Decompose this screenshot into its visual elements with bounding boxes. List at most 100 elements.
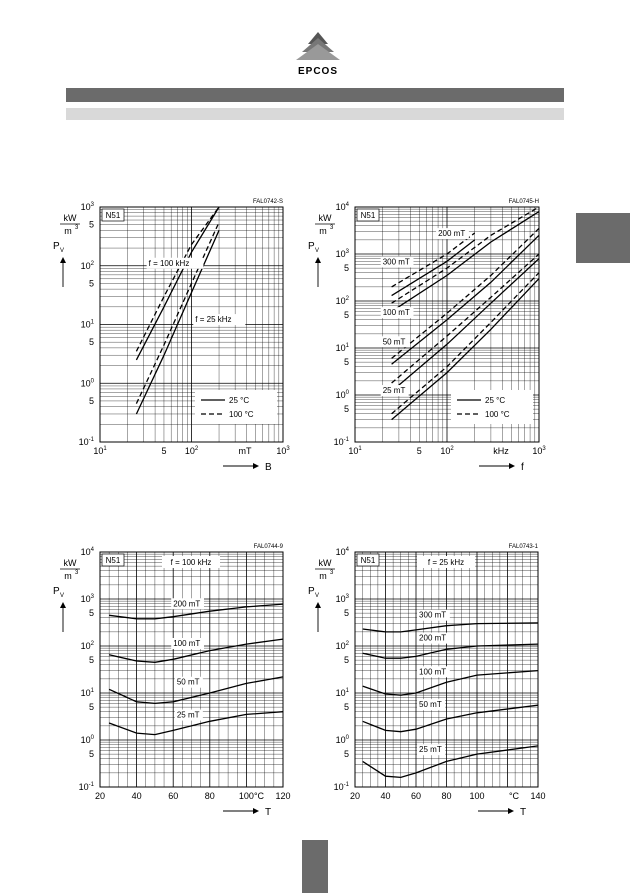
annotation-label: 25 mT: [177, 711, 200, 720]
x-symbol-label: B: [265, 462, 272, 473]
chart-pv-vs-t-25khz: 10-1 5 100 5 101 5 102 5 103 104 20 40 60 80 100 140 °CT…: [308, 544, 546, 818]
x-tick-label: 80: [441, 791, 451, 801]
epcos-logo-icon: [296, 32, 340, 60]
legend-label: 100 °C: [229, 410, 254, 419]
y-symbol-label: P: [53, 241, 60, 252]
x-symbol-label: T: [520, 807, 526, 818]
plot-frame: [99, 551, 284, 788]
annotation-label: 200 mT: [438, 229, 465, 238]
annotation-bg: [417, 632, 450, 644]
y-tick-label: 5: [344, 310, 349, 320]
series-line: [135, 206, 220, 352]
y-tick-label: 104: [336, 547, 350, 557]
y-tick-label: 10-1: [79, 437, 95, 447]
y-tick-label: 10-1: [334, 437, 350, 447]
series-line: [391, 206, 540, 304]
y-tick-label: 5: [344, 357, 349, 367]
annotation-bg: [380, 385, 409, 397]
series-line: [362, 643, 539, 659]
subtitle-label: f = 100 kHz: [171, 558, 212, 567]
legend-box: [195, 390, 277, 424]
figure-id-label: FAL0742-S: [253, 199, 283, 205]
annotation-label: 200 mT: [173, 599, 200, 608]
annotation-bg: [193, 314, 246, 326]
figure-id-label: FAL0743-1: [509, 544, 539, 550]
annotation-bg: [380, 336, 409, 348]
y-unit-top-label: kW: [319, 213, 333, 223]
header-bar: [66, 88, 564, 102]
epcos-logo: [288, 30, 348, 80]
y-unit-bottom-label: m: [319, 226, 327, 236]
subtitle-bg: [417, 556, 475, 568]
annotation-label: 100 mT: [419, 667, 446, 676]
y-tick-label: 102: [336, 641, 350, 651]
x-tick-label: 60: [411, 791, 421, 801]
y-tick-label: 5: [344, 608, 349, 618]
annotation-label: 25 mT: [419, 745, 442, 754]
material-box: [101, 553, 125, 567]
y-tick-label: 102: [81, 641, 95, 651]
y-tick-label: 103: [336, 249, 350, 259]
annotation-label: 100 mT: [383, 308, 410, 317]
annotation-bg: [174, 709, 203, 721]
x-tick-label: 102: [440, 446, 454, 456]
x-tick-label: 101: [93, 446, 107, 456]
annotation-bg: [380, 256, 414, 268]
y-symbol-label: P: [308, 241, 315, 252]
y-tick-label: 5: [89, 702, 94, 712]
annotation-bg: [171, 638, 204, 649]
series-line: [391, 253, 540, 384]
y-tick-label: 5: [344, 263, 349, 273]
x-tick-label: 80: [205, 791, 215, 801]
grid: [354, 207, 539, 443]
material-label: N51: [106, 211, 121, 220]
annotation-label: 50 mT: [419, 700, 442, 709]
material-box: [356, 553, 380, 567]
chart-pv-vs-b: 10-1 5 100 5 101 5 102 5 103 101 5 102 103 mT BkW m 3 P V F…: [53, 199, 290, 473]
x-symbol-label: f: [521, 462, 524, 473]
legend-box: [451, 390, 533, 424]
y-tick-label: 101: [81, 688, 95, 698]
x-tick-label: 5: [417, 446, 422, 456]
x-unit-label: kHz: [493, 446, 509, 456]
series-line: [135, 222, 220, 404]
annotation-bg: [417, 666, 450, 678]
y-tick-label: 5: [89, 278, 94, 288]
y-tick-label: 5: [89, 749, 94, 759]
annotation-bg: [380, 307, 414, 319]
x-axis-arrow-head: [509, 463, 515, 469]
series-line: [108, 638, 284, 663]
material-label: N51: [361, 211, 376, 220]
y-unit-exp-label: 3: [75, 570, 79, 576]
annotation-bg: [436, 228, 469, 240]
series-line: [391, 211, 540, 312]
y-symbol-sub-label: V: [60, 248, 64, 254]
annotation-label: 25 mT: [383, 386, 406, 395]
series-line: [362, 745, 539, 779]
series-line: [362, 704, 539, 733]
plot-frame: [354, 206, 540, 443]
series-line: [109, 603, 284, 620]
annotation-bg: [417, 744, 446, 756]
y-tick-label: 101: [336, 343, 350, 353]
section-tab: [576, 213, 630, 263]
x-tick-label: 100: [239, 791, 254, 801]
x-axis-arrow-head: [508, 808, 514, 814]
plot-frame: [354, 551, 539, 788]
figure-id-label: FAL0744-9: [254, 544, 284, 550]
y-unit-bottom-label: m: [64, 226, 72, 236]
series-line: [362, 669, 539, 696]
y-tick-label: 100: [81, 735, 95, 745]
annotation-label: 200 mT: [419, 634, 446, 643]
annotation-label: f = 25 kHz: [195, 315, 231, 324]
y-unit-top-label: kW: [319, 558, 333, 568]
annotation-label: 100 mT: [173, 639, 200, 648]
series-line: [135, 230, 220, 415]
x-axis-arrow-head: [253, 808, 259, 814]
legend-label: 25 °C: [229, 396, 249, 405]
y-tick-label: 10-1: [334, 782, 350, 792]
y-tick-label: 5: [89, 655, 94, 665]
y-tick-label: 5: [344, 655, 349, 665]
series-line: [135, 206, 220, 361]
annotation-bg: [171, 598, 204, 610]
